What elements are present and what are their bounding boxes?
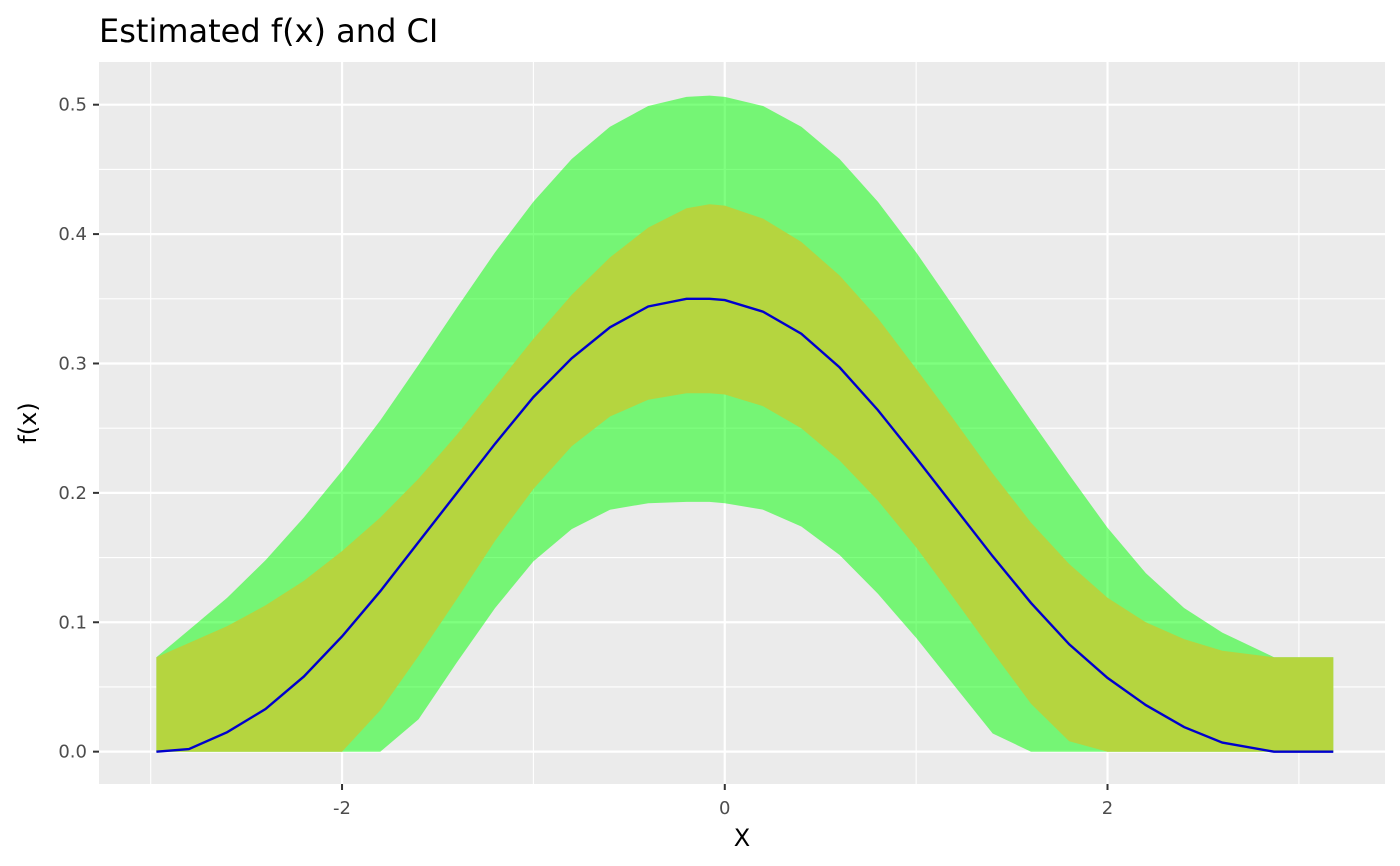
x-tick-label: -2: [333, 798, 351, 819]
x-axis-title: X: [734, 824, 750, 852]
x-tick-label: 2: [1102, 798, 1113, 819]
y-tick-label: 0.4: [58, 224, 87, 245]
inner-confidence-band: [156, 204, 1334, 752]
y-tick-label: 0.0: [58, 742, 87, 763]
y-tick-label: 0.1: [58, 612, 87, 633]
x-axis-ticks: -2 0 2: [333, 784, 1113, 819]
y-axis-title: f(x): [14, 402, 42, 443]
y-tick-label: 0.2: [58, 483, 87, 504]
y-tick-label: 0.5: [58, 95, 87, 116]
chart-title: Estimated f(x) and CI: [99, 12, 438, 50]
y-tick-label: 0.3: [58, 353, 87, 374]
y-axis-ticks: 0.0 0.1 0.2 0.3 0.4 0.5: [58, 95, 99, 763]
x-tick-label: 0: [719, 798, 730, 819]
estimate-line: [156, 297, 1334, 753]
